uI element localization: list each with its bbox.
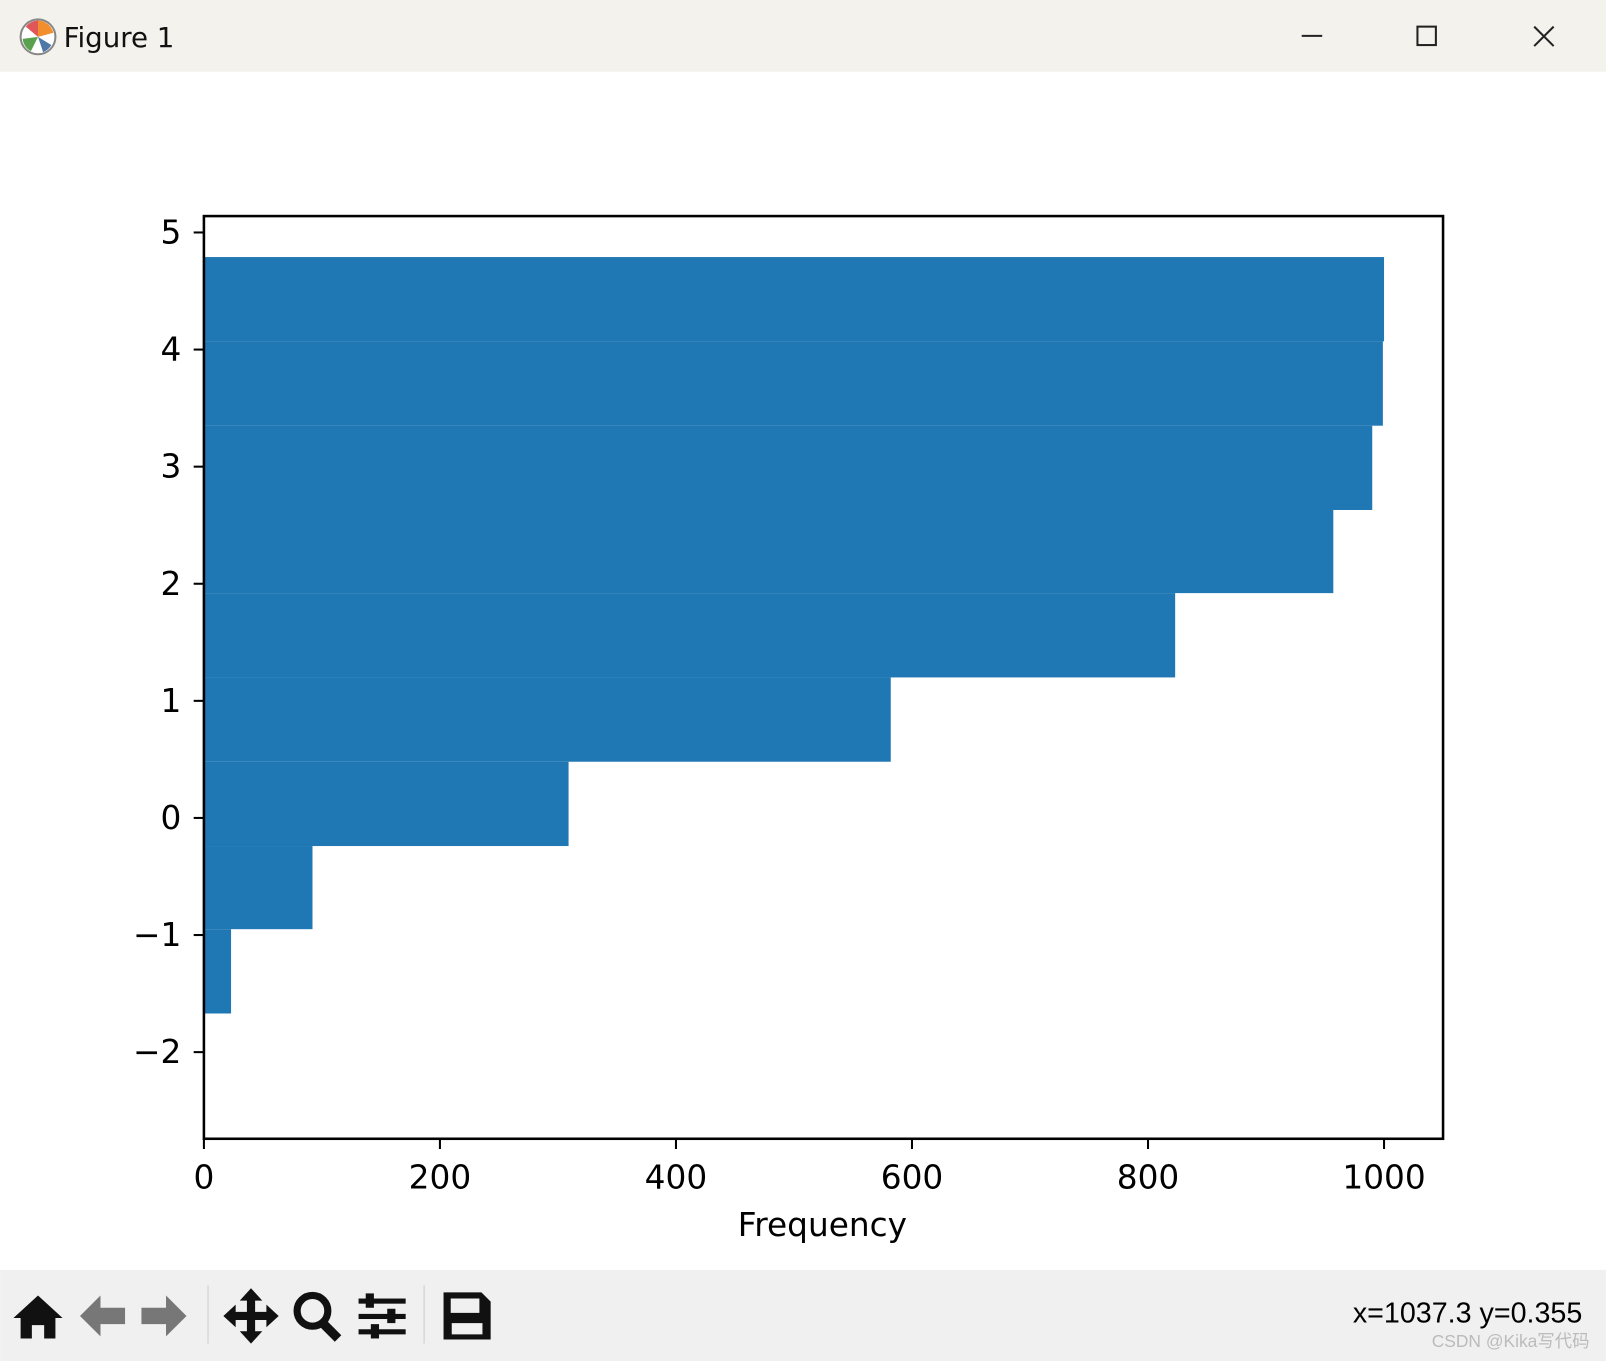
- x-axis-label: Frequency: [738, 1206, 907, 1244]
- cursor-status: x=1037.3 y=0.355: [1353, 1297, 1582, 1329]
- back-button[interactable]: [80, 1295, 126, 1337]
- y-tick-label: 5: [161, 214, 182, 252]
- bar: [203, 509, 1334, 594]
- home-button[interactable]: [13, 1295, 63, 1339]
- watermark: CSDN @Kika写代码: [1432, 1331, 1590, 1351]
- y-tick-label: −2: [133, 1033, 181, 1071]
- x-tick-label: 0: [193, 1159, 214, 1197]
- x-tick-label: 1000: [1342, 1159, 1425, 1197]
- bar: [203, 677, 891, 762]
- x-tick-label: 200: [409, 1159, 472, 1197]
- y-tick-label: 4: [161, 331, 182, 369]
- window-title: Figure 1: [64, 21, 175, 54]
- bar: [203, 846, 313, 930]
- x-tick-label: 400: [645, 1159, 708, 1197]
- forward-button[interactable]: [141, 1295, 187, 1337]
- y-tick-label: 0: [161, 799, 182, 837]
- save-button[interactable]: [443, 1292, 491, 1340]
- y-tick-label: 2: [161, 565, 182, 603]
- maximize-button[interactable]: [1416, 25, 1437, 47]
- bar: [203, 257, 1385, 342]
- bar: [203, 425, 1373, 510]
- pan-button[interactable]: [223, 1288, 279, 1344]
- app-icon: [19, 18, 57, 56]
- configure-button[interactable]: [358, 1293, 406, 1339]
- title-bar: [0, 0, 1606, 72]
- zoom-button[interactable]: [293, 1291, 342, 1342]
- bar: [203, 341, 1383, 426]
- y-tick-label: −1: [133, 916, 181, 954]
- axes-frame: [202, 214, 1445, 1141]
- x-tick-label: 800: [1117, 1159, 1180, 1197]
- y-tick-label: 3: [161, 448, 182, 486]
- plot-area: 0 200 400 600 800 1000 −2 −1 0 1 2 3 4 5: [133, 214, 1445, 1197]
- y-tick-label: 1: [161, 682, 182, 720]
- close-button[interactable]: [1533, 25, 1555, 47]
- x-tick-label: 600: [881, 1159, 944, 1197]
- bar: [203, 593, 1176, 678]
- bar: [203, 761, 569, 847]
- bar: [203, 929, 232, 1014]
